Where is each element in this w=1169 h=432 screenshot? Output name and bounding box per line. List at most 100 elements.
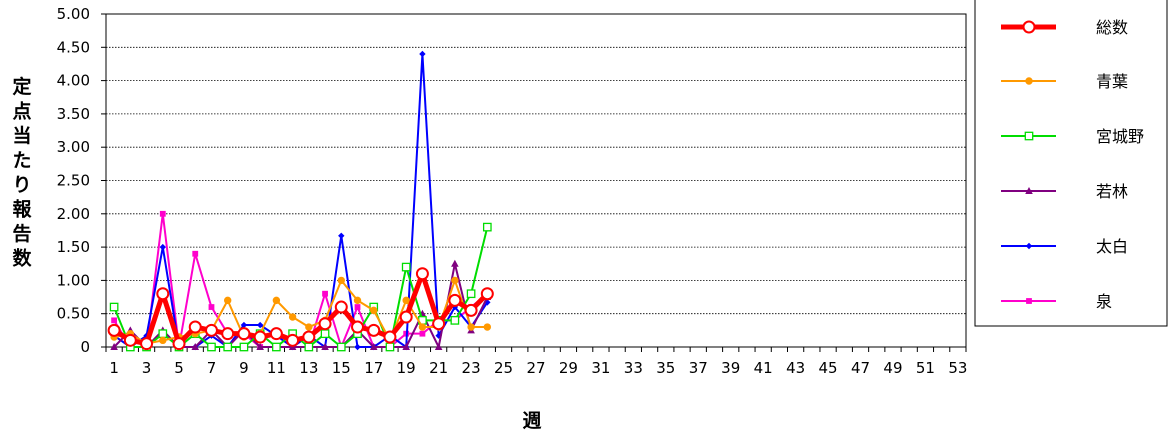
data-point (383, 330, 397, 344)
data-point (207, 342, 216, 352)
x-tick-label: 39 (721, 359, 740, 377)
data-point (480, 287, 494, 301)
data-point (464, 303, 478, 317)
data-point (399, 310, 413, 324)
x-tick-label: 11 (267, 359, 286, 377)
data-point (107, 323, 121, 337)
x-tick-label: 9 (239, 359, 249, 377)
series-lines (107, 50, 494, 352)
data-point (223, 342, 233, 352)
y-tick-label: 4.50 (57, 38, 90, 56)
x-tick-label: 49 (883, 359, 902, 377)
y-tick-label: 1.00 (57, 271, 90, 289)
y-tick-label: 0.50 (57, 305, 90, 323)
data-point (448, 293, 462, 307)
data-point (354, 304, 361, 310)
series-line (112, 271, 490, 347)
data-point (111, 317, 118, 324)
data-point (418, 323, 427, 331)
x-tick-label: 13 (299, 359, 318, 377)
data-point (401, 262, 411, 272)
legend-label: 泉 (1096, 292, 1112, 311)
data-point (223, 296, 232, 305)
y-axis-title-char: た (12, 150, 31, 172)
data-point (1022, 20, 1036, 34)
data-point (221, 327, 235, 341)
x-tick-label: 19 (397, 359, 416, 377)
y-axis-title-char: り (12, 174, 31, 196)
series-0 (107, 267, 494, 351)
x-axis-title: 週 (522, 410, 541, 432)
data-point (272, 342, 281, 352)
data-point (451, 259, 459, 267)
y-tick-label: 3.50 (57, 105, 90, 123)
data-point (451, 276, 459, 285)
data-point (256, 343, 264, 350)
x-tick-label: 17 (364, 359, 383, 377)
data-point (385, 342, 395, 352)
data-point (156, 287, 170, 301)
data-point (351, 320, 365, 334)
data-point (402, 343, 410, 350)
data-point (208, 304, 215, 310)
data-point (483, 323, 492, 331)
data-point (286, 333, 300, 347)
y-tick-label: 2.00 (57, 205, 90, 223)
x-tick-label: 21 (429, 359, 448, 377)
data-point (322, 290, 328, 297)
legend-entry: 太白 (1001, 237, 1128, 256)
x-tick-label: 35 (656, 359, 675, 377)
data-point (320, 329, 330, 339)
legend-label: 青葉 (1096, 72, 1128, 91)
y-axis-title-char: 数 (12, 247, 32, 270)
data-point (123, 333, 137, 347)
data-point (188, 320, 202, 334)
data-point (415, 267, 429, 281)
data-point (302, 330, 316, 344)
x-tick-label: 33 (624, 359, 643, 377)
legend-label: 若林 (1096, 182, 1128, 201)
legend-label: 総数 (1096, 18, 1128, 37)
data-point (253, 330, 267, 344)
x-tick-label: 3 (142, 359, 152, 377)
x-tick-label: 37 (689, 359, 708, 377)
data-point (1026, 298, 1032, 304)
data-point (334, 300, 348, 314)
x-tick-label: 47 (851, 359, 870, 377)
data-point (240, 321, 248, 329)
data-point (158, 329, 168, 339)
data-point (237, 327, 251, 341)
data-point (419, 50, 426, 58)
legend-box (974, 0, 1168, 327)
x-tick-label: 7 (207, 359, 217, 377)
legend-entry: 宮城野 (1001, 127, 1144, 146)
legend-label: 宮城野 (1096, 127, 1144, 146)
y-axis-title-char: 点 (12, 101, 31, 123)
x-tick-label: 1 (109, 359, 119, 377)
data-point (140, 337, 154, 351)
y-tick-label: 3.00 (57, 138, 90, 156)
y-axis-title-char: 定 (12, 75, 31, 98)
data-point (321, 343, 329, 350)
data-point (353, 296, 362, 305)
gridlines (106, 13, 966, 315)
data-point (318, 317, 332, 331)
data-point (369, 343, 378, 350)
data-point (256, 321, 264, 329)
data-point (367, 323, 381, 337)
x-tick-label: 31 (591, 359, 610, 377)
y-tick-labels: 0 0.50 1.00 1.50 2.00 2.50 3.00 3.50 4.00 4.50 5.0… (57, 5, 90, 356)
x-tick-label: 25 (494, 359, 513, 377)
legend-entry: 総数 (1001, 18, 1128, 37)
legend-entry: 若林 (1001, 182, 1128, 201)
data-point (192, 250, 199, 257)
y-tick-label: 5.00 (57, 5, 90, 23)
data-point (432, 317, 446, 331)
data-point (159, 210, 166, 217)
x-tick-label: 23 (462, 359, 481, 377)
x-tick-label: 15 (332, 359, 351, 377)
y-axis-title-char: 告 (12, 222, 31, 245)
data-point (269, 327, 283, 341)
